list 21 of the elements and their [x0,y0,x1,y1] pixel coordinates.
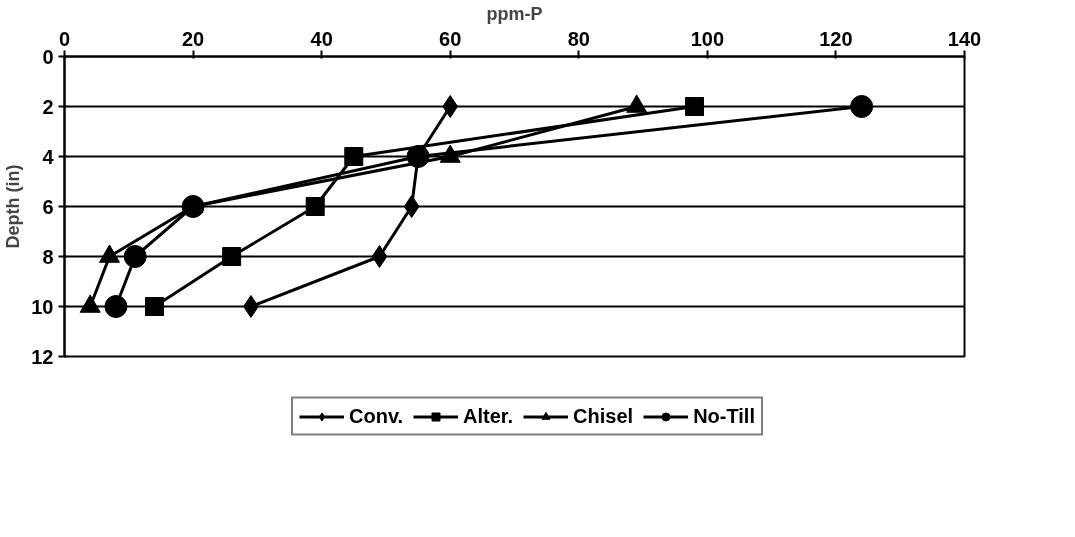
y-tick-label: 2 [42,95,54,118]
x-axis-title: ppm-P [486,3,543,24]
x-tick-label: 120 [819,27,853,50]
legend-label: Conv. [349,404,404,428]
legend-label: Chisel [573,404,634,428]
y-tick-label: 6 [42,195,54,218]
x-tick-label: 40 [310,27,333,50]
y-tick-label: 10 [31,295,54,318]
y-tick-label: 8 [42,245,54,268]
x-tick-label: 20 [181,27,205,50]
y-tick-label: 12 [31,345,54,368]
x-tick-label: 100 [690,27,725,50]
y-tick-label: 4 [42,145,55,168]
legend-label: Alter. [463,404,514,428]
x-tick-label: 60 [439,27,462,50]
y-axis-title: Depth (in) [3,164,24,249]
y-tick-label: 0 [42,45,54,68]
x-tick-label: 140 [947,27,982,50]
x-tick-label: 80 [567,27,590,50]
legend-label: No-Till [693,404,755,428]
x-tick-label: 0 [58,27,71,50]
